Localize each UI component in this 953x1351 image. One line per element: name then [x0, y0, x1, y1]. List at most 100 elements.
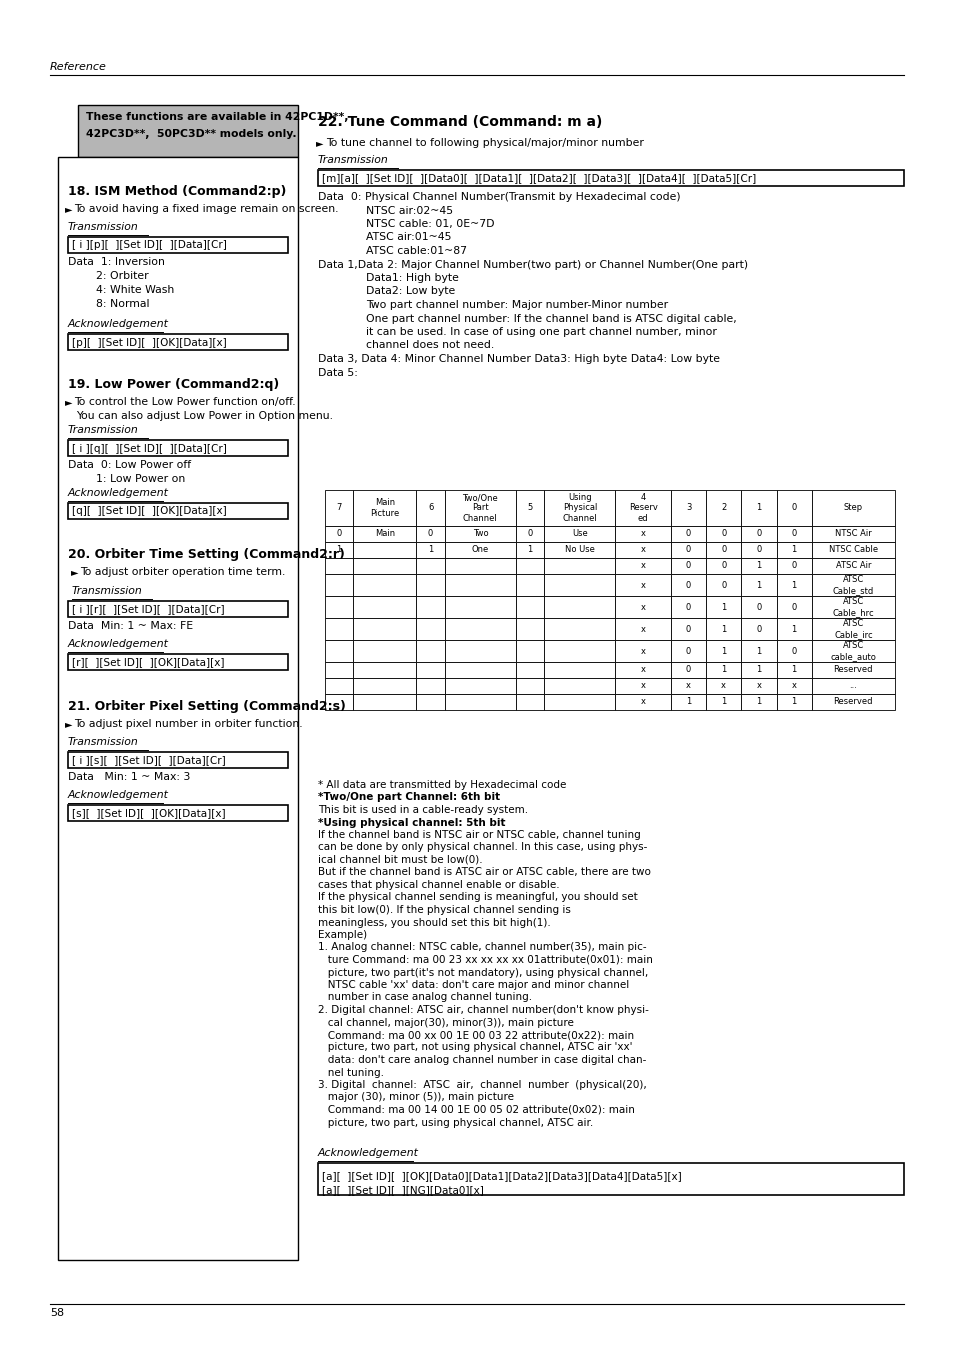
FancyBboxPatch shape	[615, 694, 670, 711]
FancyBboxPatch shape	[776, 678, 811, 694]
FancyBboxPatch shape	[670, 678, 705, 694]
Text: 0: 0	[791, 603, 796, 612]
Text: 6: 6	[428, 504, 433, 512]
FancyBboxPatch shape	[68, 334, 288, 350]
FancyBboxPatch shape	[444, 574, 516, 596]
Text: x: x	[640, 624, 645, 634]
FancyBboxPatch shape	[670, 574, 705, 596]
Text: x: x	[685, 681, 690, 690]
Text: x: x	[640, 647, 645, 655]
FancyBboxPatch shape	[516, 662, 544, 678]
Text: You can also adjust Low Power in Option menu.: You can also adjust Low Power in Option …	[76, 411, 333, 422]
Text: Transmission: Transmission	[68, 426, 138, 435]
FancyBboxPatch shape	[444, 678, 516, 694]
Text: [ i ][q][  ][Set ID][  ][Data][Cr]: [ i ][q][ ][Set ID][ ][Data][Cr]	[71, 443, 227, 454]
Text: 1: 1	[791, 581, 796, 589]
Text: nel tuning.: nel tuning.	[317, 1067, 384, 1078]
Text: 0: 0	[428, 530, 433, 539]
FancyBboxPatch shape	[740, 617, 776, 640]
Text: it can be used. In case of using one part channel number, minor: it can be used. In case of using one par…	[366, 327, 716, 336]
Text: To adjust orbiter operation time term.: To adjust orbiter operation time term.	[80, 567, 285, 577]
Text: Data  1: Inversion: Data 1: Inversion	[68, 257, 165, 267]
FancyBboxPatch shape	[317, 170, 903, 186]
FancyBboxPatch shape	[615, 574, 670, 596]
Text: Acknowledgement: Acknowledgement	[317, 1148, 418, 1158]
Text: 18. ISM Method (Command2:p): 18. ISM Method (Command2:p)	[68, 185, 286, 199]
Text: 21. Orbiter Pixel Setting (Command2:s): 21. Orbiter Pixel Setting (Command2:s)	[68, 700, 346, 713]
Text: 0: 0	[685, 530, 690, 539]
FancyBboxPatch shape	[416, 678, 444, 694]
Text: 42PC3D**,  50PC3D** models only.: 42PC3D**, 50PC3D** models only.	[86, 128, 296, 139]
FancyBboxPatch shape	[811, 678, 894, 694]
Text: ture Command: ma 00 23 xx xx xx xx 01attribute(0x01): main: ture Command: ma 00 23 xx xx xx xx 01att…	[317, 955, 652, 965]
FancyBboxPatch shape	[776, 694, 811, 711]
FancyBboxPatch shape	[516, 678, 544, 694]
Text: Transmission: Transmission	[71, 586, 143, 596]
Text: 1: 1	[720, 603, 725, 612]
FancyBboxPatch shape	[740, 558, 776, 574]
FancyBboxPatch shape	[811, 574, 894, 596]
FancyBboxPatch shape	[615, 617, 670, 640]
Text: 4
Reserv
ed: 4 Reserv ed	[628, 493, 657, 523]
Text: x: x	[640, 603, 645, 612]
Text: To adjust pixel number in orbiter function.: To adjust pixel number in orbiter functi…	[74, 719, 302, 730]
Text: ATSC air:01~45: ATSC air:01~45	[366, 232, 451, 242]
FancyBboxPatch shape	[516, 542, 544, 558]
Text: Data  Min: 1 ~ Max: FE: Data Min: 1 ~ Max: FE	[68, 621, 193, 631]
FancyBboxPatch shape	[416, 694, 444, 711]
FancyBboxPatch shape	[615, 490, 670, 526]
FancyBboxPatch shape	[740, 542, 776, 558]
FancyBboxPatch shape	[670, 490, 705, 526]
FancyBboxPatch shape	[353, 678, 416, 694]
Text: This bit is used in a cable-ready system.: This bit is used in a cable-ready system…	[317, 805, 528, 815]
Text: 0: 0	[756, 546, 760, 554]
FancyBboxPatch shape	[740, 490, 776, 526]
Text: 1: 1	[720, 697, 725, 707]
FancyBboxPatch shape	[670, 596, 705, 617]
Text: 0: 0	[685, 647, 690, 655]
FancyBboxPatch shape	[325, 617, 353, 640]
Text: Data2: Low byte: Data2: Low byte	[366, 286, 455, 296]
Text: ATSC
Cable_std: ATSC Cable_std	[832, 576, 873, 594]
Text: Acknowledgement: Acknowledgement	[68, 488, 169, 499]
Text: ical channel bit must be low(0).: ical channel bit must be low(0).	[317, 855, 482, 865]
Text: 1: 1	[756, 581, 760, 589]
Text: [s][  ][Set ID][  ][OK][Data][x]: [s][ ][Set ID][ ][OK][Data][x]	[71, 808, 226, 819]
FancyBboxPatch shape	[705, 526, 740, 542]
FancyBboxPatch shape	[325, 662, 353, 678]
FancyBboxPatch shape	[68, 236, 288, 253]
Text: 1: 1	[791, 546, 796, 554]
Text: ►: ►	[65, 719, 72, 730]
Text: Data 1,Data 2: Major Channel Number(two part) or Channel Number(One part): Data 1,Data 2: Major Channel Number(two …	[317, 259, 747, 269]
Text: Acknowledgement: Acknowledgement	[68, 790, 169, 800]
FancyBboxPatch shape	[78, 105, 297, 157]
FancyBboxPatch shape	[776, 490, 811, 526]
Text: ATSC
Cable_irc: ATSC Cable_irc	[833, 619, 872, 639]
Text: ATSC Air: ATSC Air	[835, 562, 870, 570]
FancyBboxPatch shape	[544, 640, 615, 662]
FancyBboxPatch shape	[615, 640, 670, 662]
FancyBboxPatch shape	[705, 574, 740, 596]
Text: Reserved: Reserved	[833, 666, 872, 674]
FancyBboxPatch shape	[615, 596, 670, 617]
Text: picture, two part, not using physical channel, ATSC air 'xx': picture, two part, not using physical ch…	[317, 1043, 632, 1052]
Text: Command: ma 00 xx 00 1E 00 03 22 attribute(0x22): main: Command: ma 00 xx 00 1E 00 03 22 attribu…	[317, 1029, 634, 1040]
Text: [a][  ][Set ID][  ][NG][Data0][x]: [a][ ][Set ID][ ][NG][Data0][x]	[322, 1185, 483, 1196]
Text: this bit low(0). If the physical channel sending is: this bit low(0). If the physical channel…	[317, 905, 570, 915]
Text: Reserved: Reserved	[833, 697, 872, 707]
Text: Main
Picture: Main Picture	[370, 499, 399, 517]
Text: 1: 1	[791, 697, 796, 707]
Text: But if the channel band is ATSC air or ATSC cable, there are two: But if the channel band is ATSC air or A…	[317, 867, 650, 878]
FancyBboxPatch shape	[705, 542, 740, 558]
Text: Data   Min: 1 ~ Max: 3: Data Min: 1 ~ Max: 3	[68, 771, 191, 782]
FancyBboxPatch shape	[353, 662, 416, 678]
Text: Two/One
Part
Channel: Two/One Part Channel	[462, 493, 497, 523]
Text: meaningless, you should set this bit high(1).: meaningless, you should set this bit hig…	[317, 917, 550, 928]
FancyBboxPatch shape	[705, 596, 740, 617]
FancyBboxPatch shape	[353, 640, 416, 662]
Text: *Using physical channel: 5th bit: *Using physical channel: 5th bit	[317, 817, 505, 828]
Text: Main: Main	[375, 530, 395, 539]
FancyBboxPatch shape	[68, 440, 288, 457]
Text: Data  0: Low Power off: Data 0: Low Power off	[68, 459, 191, 470]
FancyBboxPatch shape	[705, 662, 740, 678]
